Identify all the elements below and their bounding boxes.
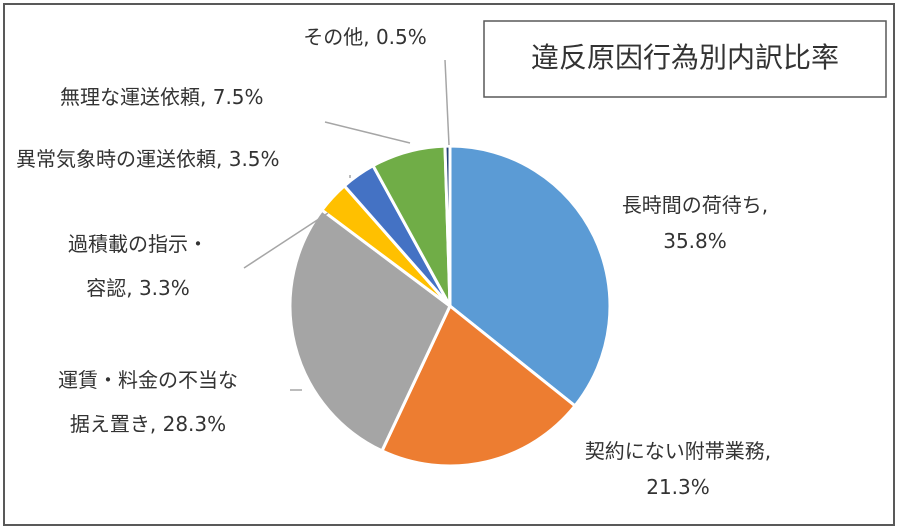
slice-label-2-line-2: 21.3% (646, 475, 710, 499)
slice-label-4-line-1: 過積載の指示・ (68, 232, 208, 256)
slice-label-1: 長時間の荷待ち, 35.8% (622, 193, 768, 253)
pie-slice-2 (380, 303, 578, 468)
slice-label-3-line-1: 運賃・料金の不当な (58, 368, 238, 392)
leader-line-7 (444, 59, 450, 146)
chart-title-group: 違反原因行為別内訳比率 (483, 20, 887, 98)
slice-label-6-line-1: 無理な運送依頼, 7.5% (60, 85, 264, 109)
slice-label-4: 過積載の指示・容認, 3.3% (68, 232, 208, 300)
slice-label-3-line-2: 据え置き, 28.3% (70, 412, 226, 436)
slice-label-7-line-1: その他, 0.5% (303, 25, 427, 49)
pie-slice-1 (448, 144, 612, 408)
pie-slice-3 (288, 207, 452, 453)
chart-title-box (483, 20, 887, 98)
slice-label-3: 運賃・料金の不当な据え置き, 28.3% (58, 368, 238, 436)
slice-label-7: その他, 0.5% (303, 25, 427, 49)
slice-label-5: 異常気象時の運送依頼, 3.5% (16, 147, 280, 171)
slice-label-4-line-2: 容認, 3.3% (86, 276, 190, 300)
slice-label-2: 契約にない附帯業務, 21.3% (585, 439, 771, 499)
slices-layer (288, 144, 612, 468)
leaders-layer (243, 59, 450, 391)
slice-label-2-line-1: 契約にない附帯業務, (585, 439, 771, 463)
chart-title: 違反原因行為別内訳比率 (531, 41, 839, 74)
leader-line-4 (243, 212, 329, 269)
slice-label-5-line-1: 異常気象時の運送依頼, 3.5% (16, 147, 280, 171)
labels-layer: 長時間の荷待ち, 35.8% 契約にない附帯業務, 21.3% 運賃・料金の不当な据え置… (16, 25, 771, 499)
slice-label-1-line-1: 長時間の荷待ち, (622, 193, 768, 217)
pie-slice-7 (443, 144, 452, 307)
slice-label-6: 無理な運送依頼, 7.5% (60, 85, 264, 109)
slice-label-1-line-2: 35.8% (663, 229, 727, 253)
leader-line-6 (324, 121, 411, 144)
